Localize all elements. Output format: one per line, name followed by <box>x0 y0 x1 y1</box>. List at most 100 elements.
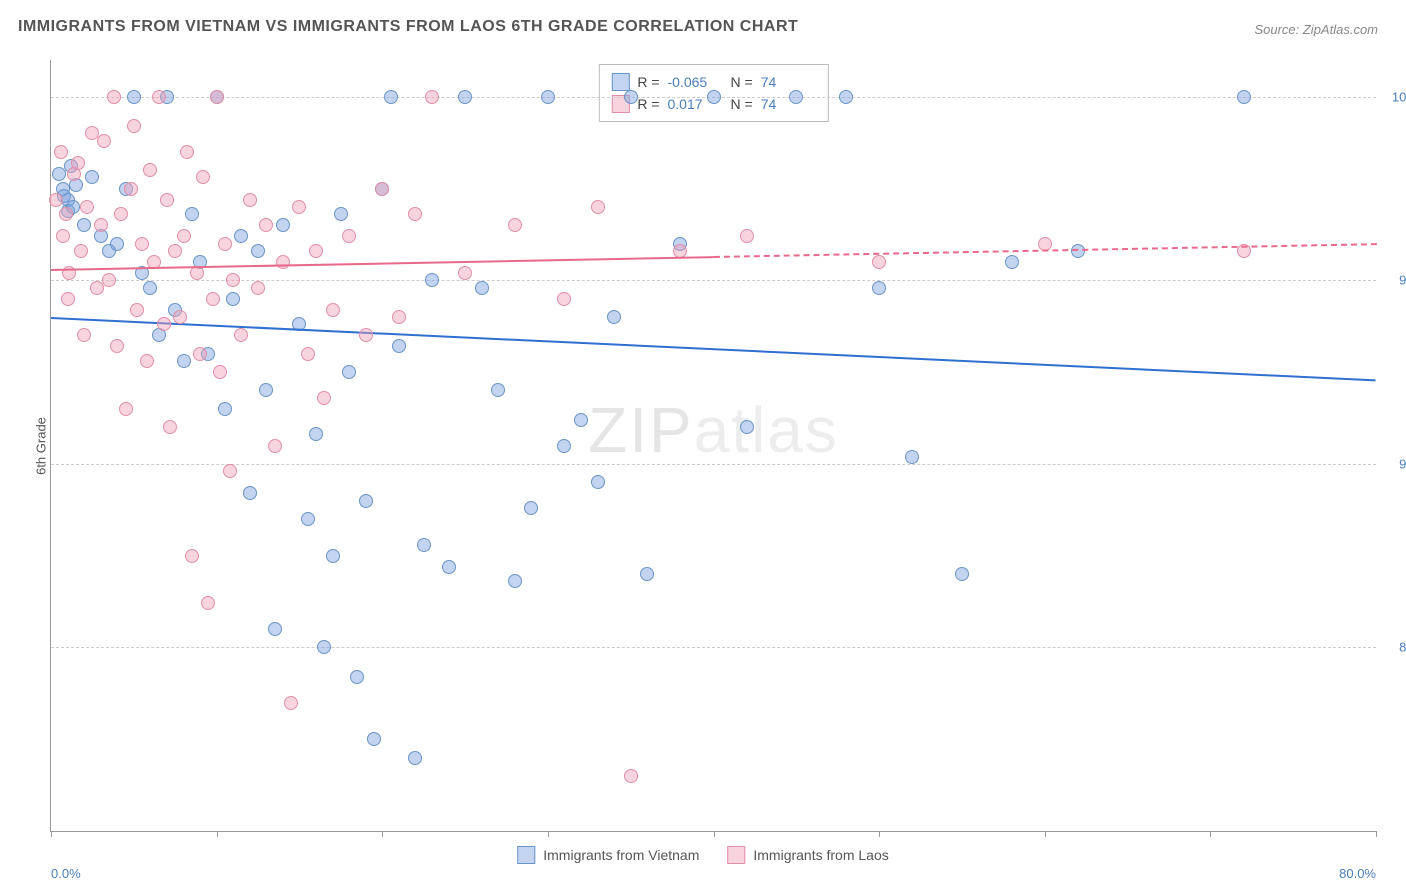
scatter-point <box>458 266 472 280</box>
scatter-point <box>102 273 116 287</box>
x-tick-label: 80.0% <box>1339 866 1376 881</box>
x-tick <box>1210 831 1211 837</box>
scatter-point <box>359 494 373 508</box>
scatter-point <box>168 244 182 258</box>
scatter-point <box>276 218 290 232</box>
legend-item-laos: Immigrants from Laos <box>727 846 888 864</box>
scatter-point <box>789 90 803 104</box>
scatter-point <box>955 567 969 581</box>
watermark: ZIPatlas <box>588 393 839 467</box>
scatter-point <box>317 640 331 654</box>
scatter-point <box>591 475 605 489</box>
scatter-point <box>392 339 406 353</box>
y-axis-label: 6th Grade <box>33 417 48 475</box>
x-tick <box>382 831 383 837</box>
trend-line <box>51 317 1376 381</box>
y-tick-label: 90.0% <box>1399 456 1406 471</box>
scatter-point <box>624 769 638 783</box>
scatter-point <box>268 622 282 636</box>
scatter-point <box>163 420 177 434</box>
scatter-point <box>541 90 555 104</box>
n-label: N = <box>731 96 753 112</box>
swatch-vietnam-icon <box>611 73 629 91</box>
scatter-point <box>839 90 853 104</box>
scatter-point <box>77 328 91 342</box>
scatter-point <box>234 229 248 243</box>
scatter-point <box>130 303 144 317</box>
scatter-point <box>442 560 456 574</box>
scatter-point <box>206 292 220 306</box>
scatter-point <box>425 273 439 287</box>
scatter-point <box>160 193 174 207</box>
scatter-point <box>97 134 111 148</box>
scatter-point <box>326 303 340 317</box>
scatter-point <box>309 244 323 258</box>
scatter-point <box>143 281 157 295</box>
series-legend: Immigrants from Vietnam Immigrants from … <box>517 846 889 864</box>
scatter-point <box>607 310 621 324</box>
scatter-point <box>201 596 215 610</box>
scatter-point <box>226 273 240 287</box>
scatter-point <box>591 200 605 214</box>
scatter-point <box>59 207 73 221</box>
y-gridline <box>51 464 1376 465</box>
scatter-point <box>226 292 240 306</box>
scatter-point <box>557 439 571 453</box>
legend-item-vietnam: Immigrants from Vietnam <box>517 846 699 864</box>
scatter-point <box>56 229 70 243</box>
watermark-prefix: ZIP <box>588 394 694 466</box>
scatter-point <box>124 182 138 196</box>
scatter-point <box>268 439 282 453</box>
scatter-point <box>94 218 108 232</box>
scatter-point <box>185 207 199 221</box>
legend-label-laos: Immigrants from Laos <box>753 847 888 863</box>
x-tick <box>1045 831 1046 837</box>
scatter-point <box>127 119 141 133</box>
scatter-point <box>334 207 348 221</box>
scatter-point <box>85 170 99 184</box>
scatter-point <box>276 255 290 269</box>
scatter-point <box>574 413 588 427</box>
scatter-point <box>458 90 472 104</box>
scatter-point <box>49 193 63 207</box>
scatter-point <box>491 383 505 397</box>
r-label: R = <box>637 96 659 112</box>
swatch-vietnam-icon <box>517 846 535 864</box>
scatter-point <box>707 90 721 104</box>
scatter-point <box>740 229 754 243</box>
scatter-point <box>301 347 315 361</box>
scatter-point <box>152 90 166 104</box>
scatter-point <box>350 670 364 684</box>
scatter-point <box>80 200 94 214</box>
n-label: N = <box>731 74 753 90</box>
scatter-point <box>508 574 522 588</box>
scatter-point <box>408 207 422 221</box>
scatter-point <box>392 310 406 324</box>
scatter-point <box>140 354 154 368</box>
scatter-point <box>384 90 398 104</box>
scatter-point <box>259 218 273 232</box>
x-tick <box>1376 831 1377 837</box>
scatter-point <box>259 383 273 397</box>
scatter-point <box>243 486 257 500</box>
scatter-point <box>740 420 754 434</box>
y-gridline <box>51 647 1376 648</box>
scatter-point <box>1005 255 1019 269</box>
scatter-point <box>177 229 191 243</box>
scatter-point <box>218 402 232 416</box>
r-value-vietnam: -0.065 <box>668 74 723 90</box>
scatter-point <box>317 391 331 405</box>
scatter-point <box>251 281 265 295</box>
scatter-point <box>185 549 199 563</box>
scatter-point <box>284 696 298 710</box>
scatter-point <box>872 255 886 269</box>
x-tick-label: 0.0% <box>51 866 81 881</box>
scatter-point <box>119 402 133 416</box>
scatter-point <box>213 365 227 379</box>
scatter-point <box>177 354 191 368</box>
scatter-point <box>508 218 522 232</box>
scatter-point <box>223 464 237 478</box>
scatter-point <box>110 339 124 353</box>
scatter-point <box>77 218 91 232</box>
scatter-point <box>624 90 638 104</box>
